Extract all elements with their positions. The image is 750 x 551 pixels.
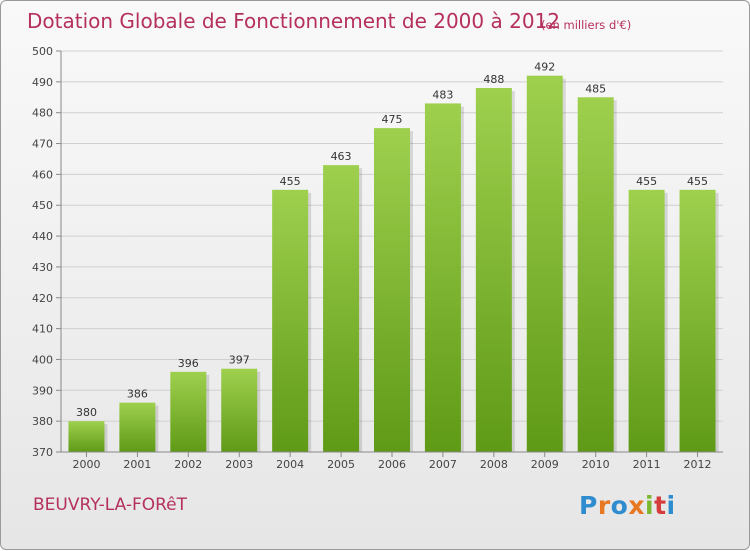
- proxiti-logo[interactable]: Proxiti: [579, 491, 676, 520]
- data-label-2004: 455: [280, 175, 301, 188]
- y-tick-label: 440: [32, 230, 53, 243]
- logo-letter: i: [666, 491, 676, 520]
- bar-2008: [475, 88, 512, 452]
- x-tick-label-2006: 2006: [378, 458, 406, 471]
- data-label-2011: 455: [636, 175, 657, 188]
- bars: [68, 75, 719, 453]
- data-label-2006: 475: [382, 113, 403, 126]
- data-label-2009: 492: [534, 61, 555, 74]
- bar-2007: [424, 103, 461, 452]
- units-label: (en milliers d'€): [541, 18, 632, 32]
- bar-2012: [679, 189, 716, 453]
- bar-2009: [526, 75, 563, 452]
- bar-2010: [577, 97, 614, 453]
- y-tick-label: 400: [32, 353, 53, 366]
- data-label-2007: 483: [432, 88, 453, 101]
- y-tick-label: 450: [32, 199, 53, 212]
- y-tick-label: 380: [32, 415, 53, 428]
- x-tick-label-2008: 2008: [480, 458, 508, 471]
- data-label-2002: 396: [178, 357, 199, 370]
- bar-2000: [68, 421, 105, 452]
- x-tick-label-2009: 2009: [531, 458, 559, 471]
- logo-letter: o: [610, 491, 629, 520]
- bar-2002: [170, 371, 207, 452]
- data-label-2001: 386: [127, 388, 148, 401]
- y-tick-label: 480: [32, 107, 53, 120]
- y-tick-label: 430: [32, 261, 53, 274]
- x-tick-label-2003: 2003: [225, 458, 253, 471]
- y-tick-label: 500: [32, 45, 53, 58]
- y-tick-label: 460: [32, 168, 53, 181]
- axes: [56, 50, 723, 457]
- labels: 370 380 390 400 410 420 430 440 450 460 470 480 490 5…: [32, 45, 712, 471]
- bar-2003: [221, 368, 258, 452]
- x-tick-label-2005: 2005: [327, 458, 355, 471]
- x-tick-label-2011: 2011: [633, 458, 661, 471]
- y-tick-label: 420: [32, 292, 53, 305]
- chart-title: Dotation Globale de Fonctionnement de 20…: [27, 9, 560, 33]
- logo-letter: x: [628, 491, 645, 520]
- logo-letter: t: [654, 491, 667, 520]
- commune-name: BEUVRY-LA-FORêT: [33, 495, 188, 515]
- x-tick-label-2012: 2012: [684, 458, 712, 471]
- y-tick-label: 470: [32, 138, 53, 151]
- bar-2004: [272, 189, 309, 453]
- bar-2006: [374, 128, 410, 452]
- data-label-2008: 488: [483, 73, 504, 86]
- x-tick-label-2010: 2010: [582, 458, 610, 471]
- logo-letter: P: [579, 491, 598, 520]
- data-label-2003: 397: [229, 354, 250, 367]
- x-tick-label-2002: 2002: [174, 458, 202, 471]
- data-label-2005: 463: [331, 150, 352, 163]
- y-tick-label: 390: [32, 384, 53, 397]
- y-tick-label: 490: [32, 76, 53, 89]
- x-tick-label-2000: 2000: [72, 458, 100, 471]
- data-label-2000: 380: [76, 406, 97, 419]
- x-tick-label-2001: 2001: [123, 458, 151, 471]
- y-tick-label: 410: [32, 323, 53, 336]
- x-tick-label-2007: 2007: [429, 458, 457, 471]
- x-tick-label-2004: 2004: [276, 458, 304, 471]
- data-label-2010: 485: [585, 82, 606, 95]
- bar-2011: [628, 189, 665, 453]
- logo-letter: i: [645, 491, 655, 520]
- bar-2001: [119, 402, 156, 452]
- logo-letter: r: [597, 491, 611, 520]
- bar-2005: [323, 165, 360, 452]
- data-label-2012: 455: [687, 175, 708, 188]
- y-tick-label: 370: [32, 446, 53, 459]
